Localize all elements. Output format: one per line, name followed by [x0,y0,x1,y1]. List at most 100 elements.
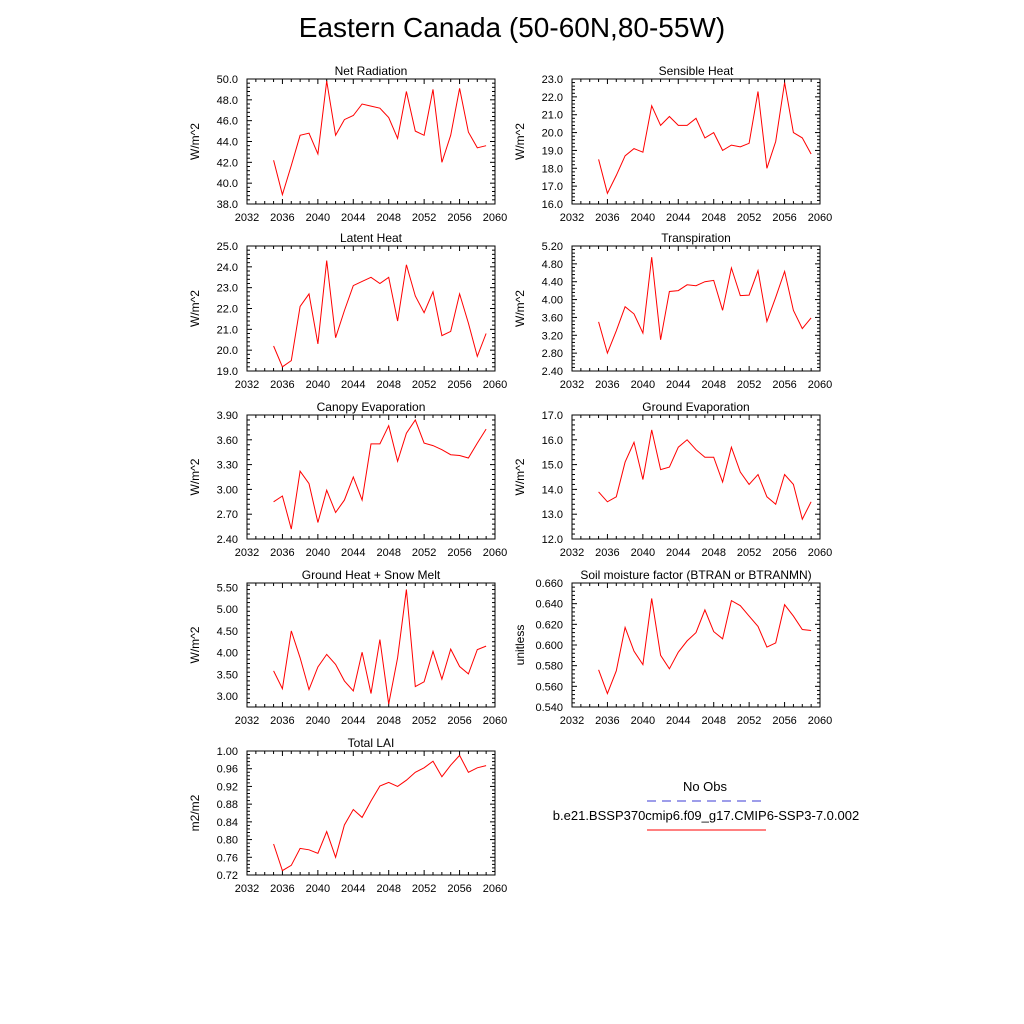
x-tick-label: 2056 [772,212,796,224]
y-tick-label: 25.0 [217,241,238,253]
y-tick-label: 20.0 [217,345,238,357]
x-tick-label: 2052 [412,715,436,727]
x-tick-label: 2040 [306,715,330,727]
chart-title: Net Radiation [335,64,408,78]
x-tick-label: 2044 [341,715,365,727]
x-tick-label: 2060 [483,715,507,727]
x-tick-label: 2036 [270,715,294,727]
x-tick-label: 2032 [235,379,259,391]
x-tick-label: 2048 [701,547,725,559]
y-tick-label: 0.540 [535,702,563,714]
y-tick-label: 4.80 [542,259,563,271]
legend-obs-label: No Obs [682,779,728,794]
plot-frame [571,414,821,540]
y-tick-label: 5.00 [217,604,238,616]
x-tick-label: 2032 [560,212,584,224]
y-tick-label: 0.84 [217,817,238,829]
y-tick-label: 0.660 [535,578,563,590]
x-tick-label: 2048 [701,212,725,224]
y-tick-label: 3.20 [542,330,563,342]
x-tick-label: 2040 [631,212,655,224]
x-tick-label: 2032 [235,883,259,895]
x-tick-label: 2056 [447,715,471,727]
y-tick-label: 44.0 [217,137,238,149]
series-line [273,260,487,368]
y-axis-label: W/m^2 [188,123,202,160]
y-tick-label: 42.0 [217,157,238,169]
chart-title: Ground Heat + Snow Melt [302,568,441,582]
chart-panel-6: Ground Evaporation W/m^2 2032 2036 2040 2044 2… [513,400,832,559]
x-tick-label: 2052 [737,547,761,559]
y-tick-label: 0.76 [217,852,238,864]
plot-frame [246,582,496,708]
y-tick-label: 3.00 [217,691,238,703]
x-tick-label: 2032 [560,379,584,391]
x-tick-label: 2056 [447,212,471,224]
y-tick-label: 1.00 [217,746,238,758]
plot-frame [246,750,496,876]
series-line [598,257,812,355]
y-tick-label: 19.0 [217,366,238,378]
y-tick-label: 3.60 [217,435,238,447]
x-tick-label: 2060 [808,715,832,727]
x-tick-label: 2052 [412,883,436,895]
chart-title: Transpiration [661,231,731,245]
y-tick-label: 2.40 [217,534,238,546]
y-tick-label: 3.50 [217,669,238,681]
x-tick-label: 2060 [808,212,832,224]
y-tick-label: 17.0 [542,181,563,193]
x-tick-label: 2040 [306,883,330,895]
x-tick-label: 2060 [483,212,507,224]
y-tick-label: 13.0 [542,509,563,521]
x-tick-label: 2040 [306,547,330,559]
chart-panel-4: Transpiration W/m^2 2032 2036 2040 2044 2048 20… [513,231,832,391]
x-tick-label: 2048 [701,379,725,391]
y-axis-label: W/m^2 [513,290,527,327]
y-tick-label: 4.00 [217,648,238,660]
y-tick-label: 0.72 [217,870,238,882]
y-tick-label: 2.70 [217,509,238,521]
x-tick-label: 2036 [595,547,619,559]
y-axis-label: m2/m2 [188,794,202,831]
x-tick-label: 2052 [737,212,761,224]
y-tick-label: 21.0 [542,110,563,122]
y-tick-label: 3.60 [542,312,563,324]
x-tick-label: 2044 [341,212,365,224]
x-tick-label: 2060 [483,883,507,895]
x-tick-label: 2056 [447,379,471,391]
y-tick-label: 2.40 [542,366,563,378]
x-tick-label: 2044 [666,715,690,727]
x-tick-label: 2060 [483,547,507,559]
y-tick-label: 0.80 [217,835,238,847]
x-tick-label: 2048 [701,715,725,727]
chart-title: Canopy Evaporation [317,400,426,414]
y-tick-label: 16.0 [542,199,563,211]
x-tick-label: 2044 [341,547,365,559]
y-tick-label: 0.600 [535,640,563,652]
y-tick-label: 22.0 [217,304,238,316]
series-line [273,589,487,705]
x-tick-label: 2032 [235,547,259,559]
y-tick-label: 0.620 [535,619,563,631]
y-tick-label: 40.0 [217,178,238,190]
y-tick-label: 14.0 [542,484,563,496]
x-tick-label: 2060 [808,547,832,559]
series-line [273,754,487,872]
x-tick-label: 2052 [412,547,436,559]
x-tick-label: 2036 [270,883,294,895]
y-tick-label: 21.0 [217,324,238,336]
x-tick-label: 2032 [560,715,584,727]
x-tick-label: 2032 [235,212,259,224]
y-tick-label: 16.0 [542,435,563,447]
y-tick-label: 24.0 [217,262,238,274]
x-tick-label: 2044 [666,379,690,391]
y-tick-label: 38.0 [217,199,238,211]
x-tick-label: 2044 [341,379,365,391]
y-tick-label: 3.30 [217,460,238,472]
y-axis-label: W/m^2 [188,626,202,663]
chart-panel-7: Ground Heat + Snow Melt W/m^2 2032 2036 2040… [188,568,507,727]
y-tick-label: 15.0 [542,460,563,472]
plot-frame [571,245,821,372]
chart-title: Sensible Heat [659,64,734,78]
